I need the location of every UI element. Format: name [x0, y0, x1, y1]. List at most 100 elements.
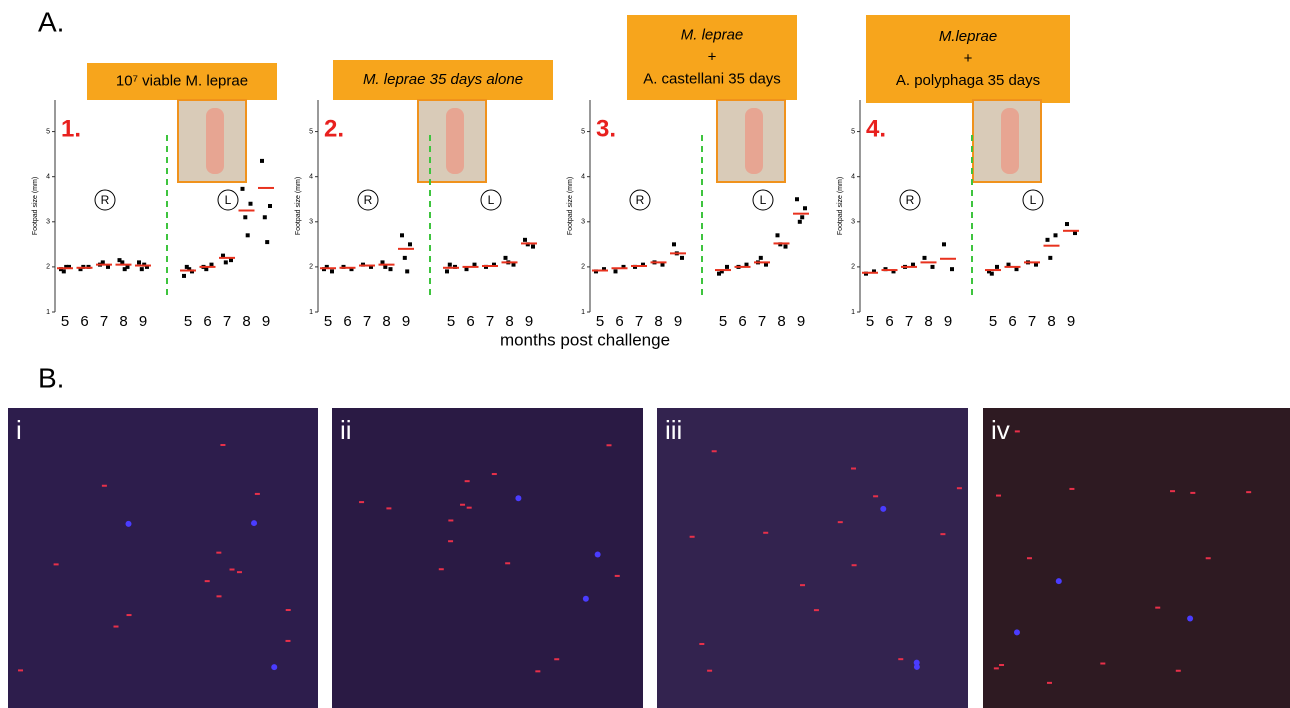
y-axis-label: Footpad size (mm) [837, 177, 844, 235]
chart: M.leprae+A. polyphaga 35 days4.12345Foot… [837, 15, 1079, 330]
blue-nucleus [1187, 616, 1193, 622]
x-tick-label: 5 [61, 313, 69, 330]
y-tick-label: 1 [581, 309, 585, 316]
x-tick-label: 5 [596, 313, 604, 330]
x-tick-label: 9 [139, 313, 147, 330]
photo-hand [1001, 108, 1019, 174]
y-tick-label: 3 [851, 219, 855, 226]
data-point [263, 215, 267, 219]
data-point [803, 206, 807, 210]
data-point [995, 265, 999, 269]
red-bacillus [1246, 491, 1251, 493]
x-tick-label: 7 [905, 313, 913, 330]
red-bacillus [102, 485, 107, 487]
x-tick-label: 6 [466, 313, 474, 330]
data-point [1048, 256, 1052, 260]
x-tick-label: 8 [777, 313, 785, 330]
photo-hand [745, 108, 763, 174]
y-tick-label: 4 [581, 174, 585, 181]
x-tick-label: 8 [242, 313, 250, 330]
x-tick-label: 7 [758, 313, 766, 330]
x-tick-label: 6 [615, 313, 623, 330]
chart-title: + [964, 50, 973, 67]
red-bacillus [286, 609, 291, 611]
red-bacillus [467, 507, 472, 509]
red-bacillus [359, 501, 364, 503]
chart: M. leprae 35 days alone2.12345Footpad si… [295, 60, 553, 330]
y-tick-label: 4 [46, 174, 50, 181]
red-bacillus [255, 493, 260, 495]
data-point [1065, 222, 1069, 226]
y-tick-label: 4 [851, 174, 855, 181]
y-tick-label: 2 [581, 264, 585, 271]
data-point [531, 245, 535, 249]
red-bacillus [996, 495, 1001, 497]
group-label: R [364, 193, 373, 207]
x-tick-label: 8 [654, 313, 662, 330]
blue-nucleus [880, 506, 886, 512]
red-bacillus [1190, 492, 1195, 494]
red-bacillus [1100, 663, 1105, 665]
x-tick-label: 5 [719, 313, 727, 330]
red-bacillus [994, 667, 999, 669]
data-point [798, 220, 802, 224]
red-bacillus [615, 575, 620, 577]
chart-title: A. castellani 35 days [643, 70, 781, 87]
red-bacillus [205, 580, 210, 582]
data-point [990, 272, 994, 276]
x-tick-label: 8 [505, 313, 513, 330]
y-tick-label: 1 [46, 309, 50, 316]
y-tick-label: 1 [309, 309, 313, 316]
red-bacillus [127, 614, 132, 616]
y-tick-label: 5 [581, 128, 585, 135]
data-point [268, 204, 272, 208]
data-point [123, 267, 127, 271]
data-point [504, 256, 508, 260]
red-bacillus [217, 595, 222, 597]
figure: A. months post challenge B. 10⁷ viable M… [0, 0, 1290, 708]
data-point [795, 197, 799, 201]
red-bacillus [465, 480, 470, 482]
chart: M. leprae+A. castellani 35 days3.12345Fo… [567, 15, 809, 330]
x-tick-label: 7 [223, 313, 231, 330]
data-point [1054, 233, 1058, 237]
data-point [403, 256, 407, 260]
x-tick-label: 6 [203, 313, 211, 330]
data-point [445, 269, 449, 273]
blue-nucleus [595, 551, 601, 557]
red-bacillus [237, 571, 242, 573]
red-bacillus [54, 563, 59, 565]
photo-hand [206, 108, 224, 174]
x-tick-label: 5 [447, 313, 455, 330]
red-bacillus [712, 450, 717, 452]
panel-label: B. [38, 362, 64, 393]
chart-title: + [708, 48, 717, 65]
blue-nucleus [126, 521, 132, 527]
red-bacillus [505, 562, 510, 564]
data-point [243, 215, 247, 219]
data-point [672, 242, 676, 246]
x-tick-label: 9 [674, 313, 682, 330]
data-point [400, 233, 404, 237]
x-tick-label: 9 [525, 313, 533, 330]
red-bacillus [607, 444, 612, 446]
red-bacillus [1069, 488, 1074, 490]
data-point [1046, 238, 1050, 242]
micrograph [8, 408, 318, 708]
image-label: ii [340, 415, 352, 445]
data-point [759, 256, 763, 260]
group-label: L [1030, 193, 1037, 207]
x-tick-label: 7 [1028, 313, 1036, 330]
data-point [800, 215, 804, 219]
panel-number: 4. [866, 115, 886, 142]
image-label: i [16, 415, 22, 445]
x-tick-label: 5 [989, 313, 997, 330]
data-point [950, 267, 954, 271]
blue-nucleus [583, 596, 589, 602]
panel-number: 3. [596, 115, 616, 142]
x-tick-label: 5 [866, 313, 874, 330]
blue-nucleus [271, 664, 277, 670]
chart-title: A. polyphaga 35 days [896, 72, 1040, 89]
blue-nucleus [1014, 629, 1020, 635]
data-point [249, 202, 253, 206]
